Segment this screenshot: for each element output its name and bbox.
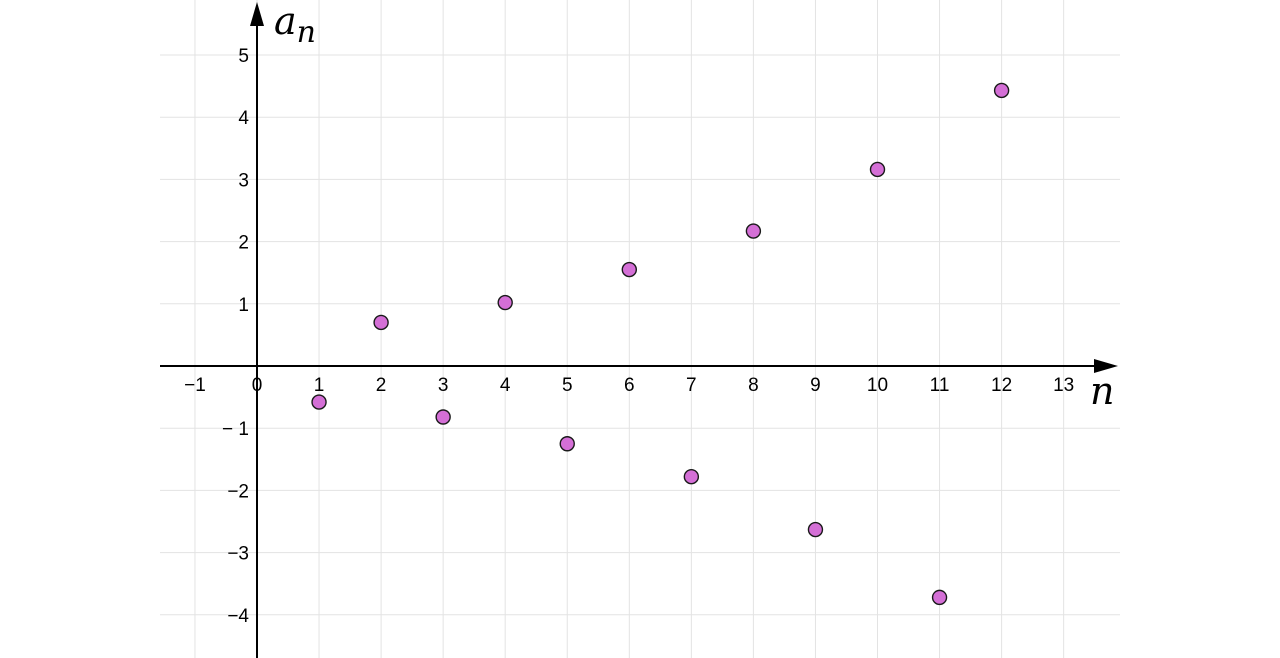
x-tick-label: 1	[314, 375, 325, 396]
data-point	[311, 394, 327, 410]
data-point	[373, 314, 389, 331]
data-point	[869, 161, 886, 178]
x-tick-label: 3	[438, 375, 449, 396]
y-tick-label: 1	[238, 295, 249, 316]
y-tick-label: 5	[238, 46, 249, 67]
x-tick-label: −1	[184, 375, 206, 396]
x-tick-label: 9	[810, 375, 821, 396]
x-tick-label: 12	[991, 375, 1012, 396]
x-tick-label: 10	[867, 375, 888, 396]
y-axis-label-base: a	[274, 0, 297, 43]
x-tick-label: 8	[748, 375, 759, 396]
axes	[160, 2, 1118, 658]
y-tick-label: −4	[227, 606, 249, 627]
y-axis-arrow-icon	[250, 2, 264, 26]
data-point	[621, 261, 637, 278]
y-tick-label: −3	[227, 544, 249, 565]
x-tick-label: 5	[562, 375, 573, 396]
grid	[160, 0, 1120, 658]
data-point	[497, 294, 513, 311]
y-axis-label: an	[274, 0, 316, 50]
x-tick-label: 7	[686, 375, 697, 396]
x-tick-label: 2	[376, 375, 387, 396]
x-tick-label: 11	[930, 375, 950, 396]
x-axis-label: n	[1090, 369, 1114, 413]
data-point	[559, 436, 575, 452]
data-point	[683, 469, 700, 485]
data-point	[931, 589, 948, 606]
x-axis-arrow-icon	[1094, 359, 1118, 373]
data-point	[807, 521, 824, 538]
y-tick-label: 4	[238, 108, 249, 129]
y-tick-label: 3	[238, 170, 249, 191]
y-tick-label: 2	[238, 233, 249, 254]
data-point	[745, 223, 762, 239]
x-tick-label: 4	[500, 375, 511, 396]
data-point	[435, 409, 451, 425]
data-point	[993, 82, 1010, 99]
y-tick-label: −2	[227, 481, 249, 502]
y-axis-label-subscript: n	[297, 15, 316, 50]
y-tick-label: − 1	[222, 419, 249, 440]
x-tick-label: 6	[624, 375, 635, 396]
data-points	[311, 82, 1010, 606]
x-tick-label: 13	[1053, 375, 1074, 396]
x-tick-label: 0	[252, 375, 263, 396]
